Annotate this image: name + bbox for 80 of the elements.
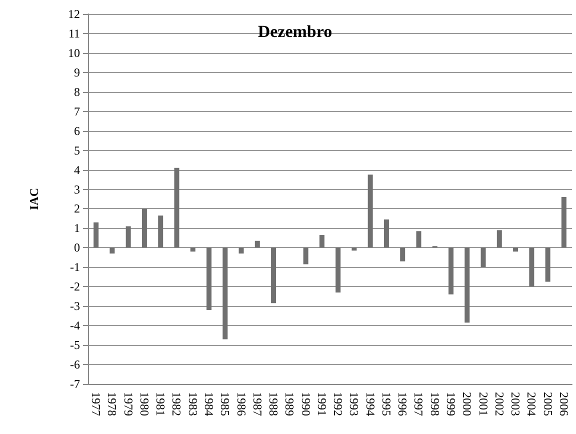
bar <box>400 248 406 262</box>
bar <box>222 248 228 340</box>
bar <box>254 240 260 248</box>
x-tick-label: 1978 <box>105 392 120 416</box>
bar <box>238 248 244 254</box>
x-tick-label: 1979 <box>121 392 136 416</box>
y-tick-label: -2 <box>70 280 80 294</box>
x-tick-label: 1991 <box>314 392 329 416</box>
y-tick-label: 6 <box>74 124 80 138</box>
y-tick-label: -5 <box>70 338 80 352</box>
bar <box>174 168 180 248</box>
x-tick-label: 2006 <box>556 392 571 416</box>
y-tick-label: -6 <box>70 358 80 372</box>
y-tick-label: -3 <box>70 299 80 314</box>
text: Dezembro <box>258 22 332 41</box>
x-tick-label: 1995 <box>379 392 394 416</box>
bar <box>416 231 422 248</box>
bar <box>561 197 566 248</box>
y-tick-label: 10 <box>68 46 80 60</box>
y-tick-label: 4 <box>74 162 80 177</box>
x-tick-label: 2005 <box>540 392 555 416</box>
x-tick-label: 1977 <box>89 392 104 416</box>
x-tick-label: 1985 <box>218 392 232 416</box>
x-tick-label: 1996 <box>396 392 410 416</box>
x-tick-label: 1982 <box>170 392 184 416</box>
y-tick-label: 1 <box>74 221 80 236</box>
bar <box>126 226 131 248</box>
bar <box>158 216 164 248</box>
y-tick-label: -1 <box>70 260 80 274</box>
y-tick-label: 12 <box>68 7 80 21</box>
x-tick-label: 2002 <box>492 392 506 416</box>
x-tick-label: 1989 <box>282 392 297 416</box>
bar <box>352 248 357 251</box>
bar <box>448 248 454 294</box>
bar <box>142 208 147 248</box>
x-tick-label: 1992 <box>331 392 346 416</box>
bar <box>368 174 373 248</box>
x-tick-label: 1983 <box>186 392 200 416</box>
y-tick-label: 2 <box>74 202 80 216</box>
bar <box>319 235 324 248</box>
x-tick-label: 2003 <box>508 392 523 416</box>
x-tick-label: 1990 <box>298 392 313 416</box>
x-tick-label: 2001 <box>476 392 490 416</box>
bar <box>110 248 115 254</box>
y-tick-label: -7 <box>70 377 80 391</box>
x-tick-label: 1980 <box>137 392 152 416</box>
x-tick-label: 2000 <box>460 392 474 416</box>
x-tick-label: 1993 <box>347 392 362 416</box>
x-tick-label: 1981 <box>154 392 168 416</box>
y-tick-label: 7 <box>74 104 80 118</box>
bar <box>496 230 502 248</box>
bar <box>303 248 308 264</box>
bar <box>271 248 276 304</box>
x-tick-label: 1988 <box>266 392 281 416</box>
y-tick-label: -4 <box>70 318 80 333</box>
y-tick-label: 11 <box>68 26 80 40</box>
bar <box>529 248 534 287</box>
bar <box>480 248 486 268</box>
bar <box>336 248 341 292</box>
bar <box>464 248 470 323</box>
x-tick-label: 2004 <box>524 392 539 416</box>
y-tick-label: 8 <box>74 84 80 99</box>
y-tick-label: 3 <box>74 182 80 196</box>
x-tick-label: 1984 <box>202 392 216 416</box>
y-axis-title: IAC <box>27 188 41 210</box>
x-tick-label: 1997 <box>412 392 426 416</box>
x-tick-label: 1987 <box>250 392 264 416</box>
bar <box>384 219 389 248</box>
x-tick-label: 1994 <box>363 392 378 416</box>
bar <box>513 248 518 252</box>
y-tick-label: 5 <box>74 143 80 158</box>
bar <box>545 248 550 282</box>
x-tick-label: 1999 <box>444 392 458 416</box>
y-tick-label: 9 <box>74 65 80 80</box>
bar <box>190 248 196 252</box>
bar <box>206 248 212 310</box>
x-tick-label: 1986 <box>234 392 248 416</box>
y-tick-label: 0 <box>74 240 80 255</box>
bar <box>94 222 99 248</box>
x-tick-label: 1998 <box>428 392 442 416</box>
